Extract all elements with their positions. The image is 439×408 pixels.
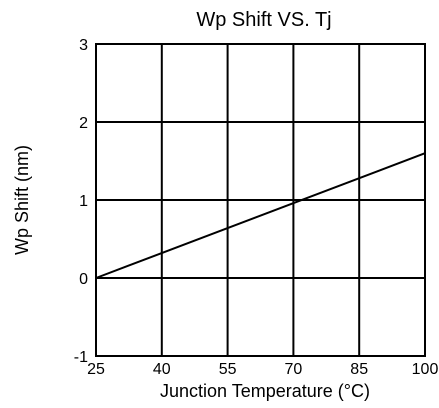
series-line	[95, 152, 426, 279]
tick-labels: 25 40 55 70 85 100 -1 0 1 2 3	[74, 37, 439, 378]
y-tick-label: 3	[79, 37, 88, 54]
x-tick-label: 85	[350, 361, 368, 378]
x-axis-label: Junction Temperature (°C)	[160, 381, 370, 401]
y-tick-label: 0	[79, 271, 88, 288]
grid	[96, 44, 425, 356]
x-tick-label: 25	[87, 361, 105, 378]
y-tick-label: 2	[79, 115, 88, 132]
x-tick-label: 40	[153, 361, 171, 378]
y-tick-label: -1	[74, 349, 88, 366]
y-tick-label: 1	[79, 193, 88, 210]
y-axis-label: Wp Shift (nm)	[12, 145, 32, 255]
plot-frame	[95, 43, 426, 357]
chart-title: Wp Shift VS. Tj	[196, 9, 331, 31]
series-layer	[95, 152, 426, 279]
x-tick-label: 55	[219, 361, 237, 378]
x-tick-label: 100	[412, 361, 439, 378]
x-tick-label: 70	[285, 361, 303, 378]
